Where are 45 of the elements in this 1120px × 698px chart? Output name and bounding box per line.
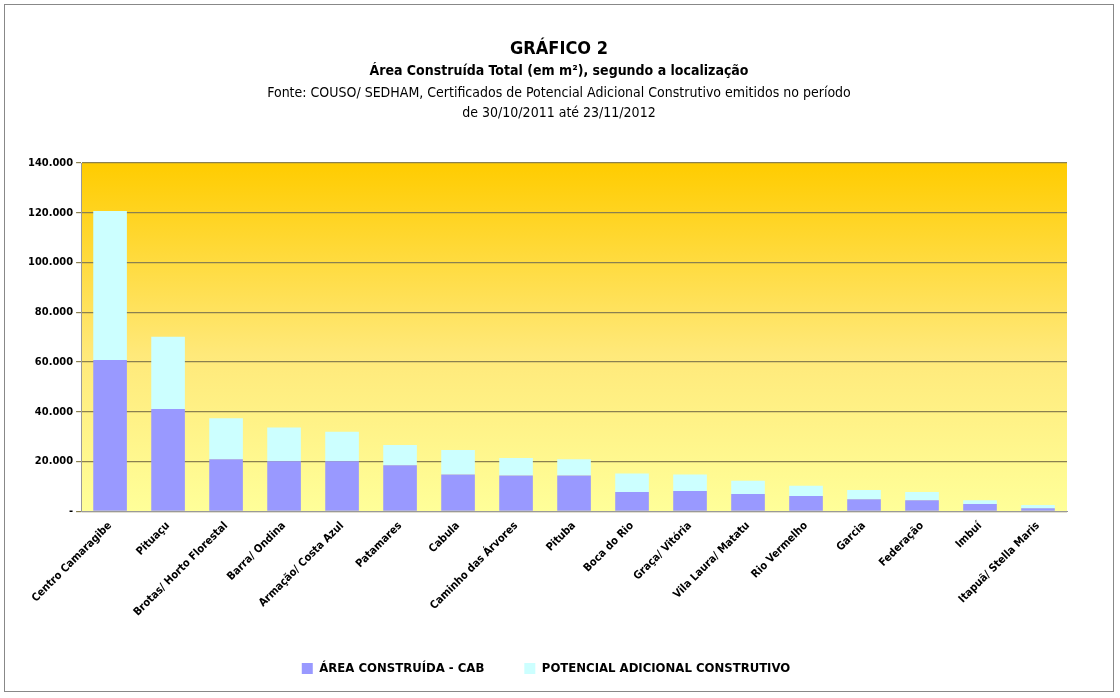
legend-label: POTENCIAL ADICIONAL CONSTRUTIVO (541, 659, 791, 675)
bar (847, 489, 881, 500)
bar (325, 431, 359, 462)
bar (151, 409, 185, 511)
bar (557, 475, 591, 511)
y-tick-label: 120.000 (28, 205, 74, 219)
bar (847, 499, 881, 511)
bar (93, 211, 127, 361)
y-tick-label: 40.000 (34, 404, 74, 418)
y-tick-label: 100.000 (28, 255, 74, 269)
bar (383, 465, 417, 511)
y-tick-label: 20.000 (34, 454, 74, 468)
bar (383, 444, 417, 466)
bar (673, 474, 707, 491)
bar (615, 473, 649, 492)
chart-title: GRÁFICO 2 (509, 37, 609, 58)
y-tick-label: 140.000 (28, 155, 74, 169)
bar (499, 458, 533, 476)
y-tick-label: - (68, 504, 74, 518)
bar (325, 461, 359, 511)
bar (731, 493, 765, 511)
bar (963, 500, 997, 505)
bar (93, 360, 127, 511)
bar (557, 459, 591, 476)
bar (673, 490, 707, 511)
bar (151, 336, 185, 410)
y-tick-label: 60.000 (34, 354, 74, 368)
y-tick-label: 80.000 (34, 305, 74, 319)
bar (499, 475, 533, 511)
bar (209, 418, 243, 460)
chart-subtitle: Área Construída Total (em m²), segundo a localização (368, 62, 750, 78)
source-note: Fonte: COUSO/ SEDHAM, Certificados de Potencial Adicional Construtivo emitidos no período de 30/10/2011 até 23/11/2012 (266, 83, 852, 122)
bar (267, 427, 301, 462)
bar (209, 459, 243, 511)
bar (267, 461, 301, 511)
bar (615, 491, 649, 511)
bar (905, 500, 939, 511)
bar (789, 485, 823, 496)
bar (441, 450, 475, 475)
bar (905, 491, 939, 501)
bar (441, 474, 475, 511)
legend-label: ÁREA CONSTRUÍDA - CAB (319, 659, 485, 675)
bar (963, 504, 997, 511)
bar (789, 495, 823, 511)
bar (731, 480, 765, 494)
